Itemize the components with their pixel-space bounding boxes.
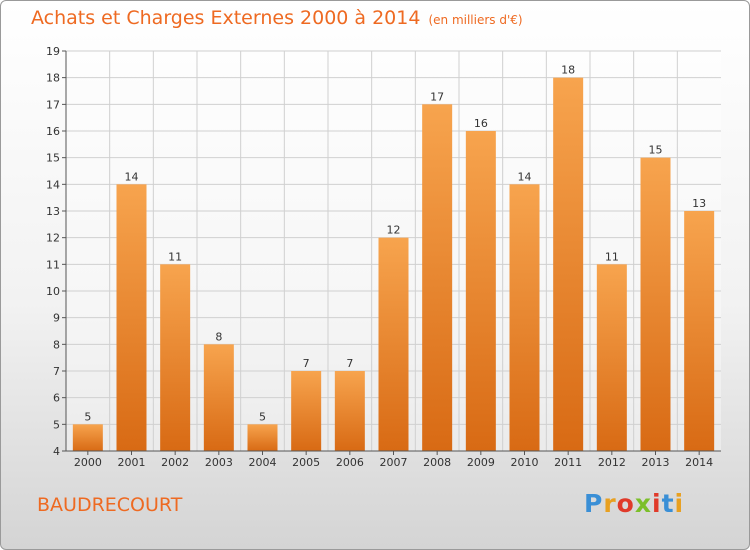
y-tick-label: 10 [46, 285, 60, 298]
chart-title: Achats et Charges Externes 2000 à 2014 (e… [31, 7, 523, 29]
data-label: 13 [692, 197, 706, 210]
x-tick-label: 2007 [380, 456, 408, 469]
logo-letter: x [634, 489, 652, 518]
x-tick-label: 2013 [642, 456, 670, 469]
y-tick-label: 12 [46, 232, 60, 245]
bar-layer: 5 14 11 8 5 7 7 12 17 16 14 18 11 15 13 [72, 64, 715, 452]
y-tick-label: 13 [46, 205, 60, 218]
bar-2006 [334, 371, 365, 451]
data-label: 15 [649, 144, 663, 157]
x-tick-label: 2006 [336, 456, 364, 469]
bar-2007 [378, 237, 409, 451]
title-unit: (en milliers d'€) [428, 13, 523, 27]
data-label: 7 [346, 357, 353, 370]
y-tick-label: 18 [46, 72, 60, 85]
data-label: 8 [215, 330, 222, 343]
logo-letter: r [603, 489, 617, 518]
data-label: 7 [303, 357, 310, 370]
bar-2003 [203, 344, 234, 451]
x-tick-label: 2002 [161, 456, 189, 469]
bar-2014 [684, 211, 715, 451]
bar-2009 [465, 131, 496, 451]
bar-2012 [596, 264, 627, 451]
x-tick-label: 2001 [118, 456, 146, 469]
y-tick-label: 7 [53, 365, 60, 378]
x-tick-label: 2003 [205, 456, 233, 469]
y-tick-label: 11 [46, 258, 60, 271]
data-label: 5 [259, 410, 266, 423]
data-label: 16 [474, 117, 488, 130]
x-tick-label: 2009 [467, 456, 495, 469]
y-tick-label: 17 [46, 98, 60, 111]
y-tick-label: 14 [46, 178, 60, 191]
proxiti-logo: Proxiti [584, 489, 684, 518]
x-tick-label: 2005 [292, 456, 320, 469]
y-tick-label: 19 [46, 45, 60, 58]
data-label: 17 [430, 90, 444, 103]
data-label: 14 [518, 170, 532, 183]
x-tick-label: 2008 [423, 456, 451, 469]
y-tick-label: 4 [53, 445, 60, 458]
x-tick-label: 2014 [685, 456, 713, 469]
bar-2010 [509, 184, 540, 452]
y-tick-label: 16 [46, 125, 60, 138]
x-tick-label: 2012 [598, 456, 626, 469]
bar-2004 [247, 424, 278, 451]
data-label: 12 [387, 224, 401, 237]
bar-2011 [553, 77, 584, 452]
x-tick-label: 2004 [249, 456, 277, 469]
logo-letter: i [674, 489, 685, 518]
x-tick-label: 2000 [74, 456, 102, 469]
title-text: Achats et Charges Externes 2000 à 2014 [31, 7, 421, 29]
bar-2001 [116, 184, 147, 452]
logo-letter: t [661, 489, 675, 518]
x-tick-label: 2010 [511, 456, 539, 469]
x-tick-label: 2011 [554, 456, 582, 469]
logo-letter: P [584, 489, 604, 518]
logo-letter: i [652, 489, 662, 518]
commune-name: BAUDRECOURT [37, 494, 183, 516]
data-label: 5 [84, 410, 91, 423]
data-label: 11 [605, 250, 619, 263]
data-label: 18 [561, 64, 575, 77]
y-tick-label: 6 [53, 392, 60, 405]
y-tick-label: 5 [53, 418, 60, 431]
y-tick-label: 15 [46, 152, 60, 165]
axis-layer: 4 5 6 7 8 9 10 11 12 13 14 15 16 17 18 19 2000 2001 2002 20… [46, 45, 721, 469]
data-label: 14 [125, 170, 139, 183]
bar-2008 [422, 104, 453, 451]
bar-2000 [72, 424, 103, 451]
bar-2002 [160, 264, 191, 451]
y-tick-label: 8 [53, 338, 60, 351]
logo-letter: o [616, 489, 635, 518]
bar-2013 [640, 157, 671, 451]
bar-2005 [291, 371, 322, 451]
data-label: 11 [168, 250, 182, 263]
y-tick-label: 9 [53, 312, 60, 325]
